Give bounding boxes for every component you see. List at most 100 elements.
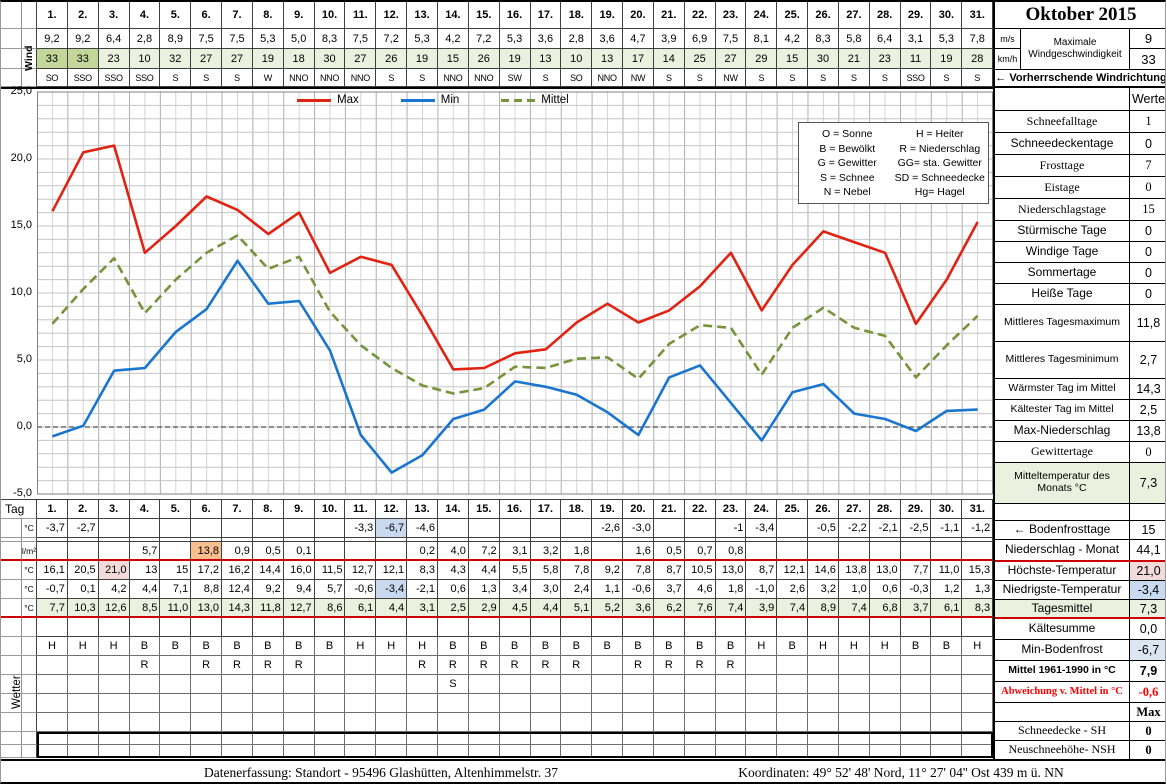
weather-cell[interactable]: R — [561, 656, 593, 675]
hoechste-cell[interactable]: 13,0 — [869, 561, 901, 580]
day-header-cell[interactable]: 17. — [530, 500, 562, 519]
wind-ms-cell[interactable]: 5,3 — [252, 29, 284, 49]
weather-cell[interactable] — [931, 694, 963, 713]
wind-dir-cell[interactable]: S — [407, 69, 438, 87]
weather-cell[interactable] — [345, 656, 377, 675]
weather-cell[interactable]: H — [67, 637, 99, 656]
weather-cell[interactable] — [715, 675, 747, 694]
hoechste-cell[interactable]: 12,1 — [376, 561, 408, 580]
tagesmittel-cell[interactable]: 6,2 — [653, 599, 685, 618]
stat-value[interactable] — [1129, 504, 1165, 520]
cell[interactable] — [222, 618, 253, 637]
weather-cell[interactable] — [468, 675, 500, 694]
weather-cell[interactable]: R — [252, 656, 284, 675]
wind-kmh-cell[interactable]: 25 — [684, 49, 716, 69]
weather-cell[interactable] — [407, 694, 438, 713]
tagesmittel-cell[interactable]: 4,4 — [530, 599, 562, 618]
day-header-cell[interactable]: 28. — [869, 500, 901, 519]
day-header-cell[interactable]: 24. — [746, 2, 778, 29]
weather-cell[interactable]: B — [900, 637, 932, 656]
weather-cell[interactable] — [160, 694, 192, 713]
weather-cell[interactable] — [777, 713, 809, 732]
weather-cell[interactable]: B — [715, 637, 747, 656]
cell[interactable] — [653, 618, 685, 637]
bodenfrost-cell[interactable]: -6,7 — [376, 519, 408, 538]
snow-cell[interactable] — [838, 745, 870, 758]
wind-ms-cell[interactable]: 7,5 — [345, 29, 377, 49]
day-header-cell[interactable]: 29. — [900, 2, 932, 29]
weather-cell[interactable]: R — [283, 656, 315, 675]
stat-value[interactable]: 44,1 — [1129, 540, 1165, 560]
weather-cell[interactable] — [222, 694, 253, 713]
wind-kmh-cell[interactable]: 19 — [252, 49, 284, 69]
snow-cell[interactable] — [715, 745, 747, 758]
day-header-cell[interactable]: 11. — [345, 2, 377, 29]
weather-cell[interactable] — [129, 713, 161, 732]
day-header-cell[interactable]: 5. — [160, 500, 192, 519]
weather-cell[interactable] — [653, 713, 685, 732]
niederschlag-cell[interactable] — [67, 542, 99, 561]
weather-cell[interactable] — [37, 694, 68, 713]
niedrigste-cell[interactable]: 9,4 — [283, 580, 315, 599]
weather-cell[interactable] — [777, 675, 809, 694]
weather-cell[interactable] — [160, 713, 192, 732]
cell[interactable] — [191, 538, 223, 542]
stat-value[interactable]: 0 — [1129, 133, 1165, 154]
weather-cell[interactable] — [191, 675, 223, 694]
wind-kmh-cell[interactable]: 23 — [869, 49, 901, 69]
weather-cell[interactable] — [468, 694, 500, 713]
wind-kmh-cell[interactable]: 29 — [746, 49, 778, 69]
snow-cell[interactable] — [561, 732, 593, 745]
bodenfrost-cell[interactable] — [530, 519, 562, 538]
weather-cell[interactable]: B — [777, 637, 809, 656]
tagesmittel-cell[interactable]: 3,1 — [407, 599, 438, 618]
tagesmittel-cell[interactable]: 11,8 — [252, 599, 284, 618]
weather-cell[interactable] — [900, 675, 932, 694]
day-header-cell[interactable]: 27. — [838, 2, 870, 29]
stat-value[interactable]: Werte — [1129, 88, 1165, 110]
hoechste-cell[interactable]: 16,0 — [283, 561, 315, 580]
hoechste-cell[interactable]: 14,4 — [252, 561, 284, 580]
weather-cell[interactable] — [129, 675, 161, 694]
wind-dir-cell[interactable]: S — [777, 69, 809, 87]
wind-ms-cell[interactable]: 5,3 — [407, 29, 438, 49]
cell[interactable] — [129, 538, 161, 542]
wind-kmh-cell[interactable]: 19 — [407, 49, 438, 69]
weather-cell[interactable] — [314, 694, 346, 713]
tagesmittel-cell[interactable]: 8,3 — [962, 599, 994, 618]
niedrigste-cell[interactable]: 1,2 — [931, 580, 963, 599]
niedrigste-cell[interactable]: 1,3 — [468, 580, 500, 599]
niedrigste-cell[interactable]: -3,4 — [376, 580, 408, 599]
weather-cell[interactable] — [376, 694, 408, 713]
weather-cell[interactable] — [37, 675, 68, 694]
snow-cell[interactable] — [129, 732, 161, 745]
bodenfrost-cell[interactable] — [437, 519, 469, 538]
stat-value[interactable]: -6,7 — [1129, 640, 1165, 660]
day-header-cell[interactable]: 14. — [437, 500, 469, 519]
hoechste-cell[interactable]: 15,3 — [962, 561, 994, 580]
niedrigste-cell[interactable]: 1,3 — [962, 580, 994, 599]
hoechste-cell[interactable]: 17,2 — [191, 561, 223, 580]
weather-cell[interactable] — [37, 656, 68, 675]
weather-cell[interactable]: R — [437, 656, 469, 675]
bodenfrost-cell[interactable] — [98, 519, 130, 538]
cell[interactable] — [67, 538, 99, 542]
snow-cell[interactable] — [468, 732, 500, 745]
snow-cell[interactable] — [900, 732, 932, 745]
day-header-cell[interactable]: 29. — [900, 500, 932, 519]
wind-dir-cell[interactable]: SSO — [98, 69, 130, 87]
cell[interactable] — [160, 538, 192, 542]
snow-cell[interactable] — [499, 745, 531, 758]
weather-cell[interactable] — [129, 694, 161, 713]
weather-cell[interactable] — [98, 656, 130, 675]
weather-cell[interactable]: B — [684, 637, 716, 656]
weather-cell[interactable]: R — [715, 656, 747, 675]
tagesmittel-cell[interactable]: 2,9 — [468, 599, 500, 618]
weather-cell[interactable] — [67, 694, 99, 713]
bodenfrost-cell[interactable]: -1,1 — [931, 519, 963, 538]
hoechste-cell[interactable]: 16,1 — [37, 561, 68, 580]
weather-cell[interactable]: R — [530, 656, 562, 675]
day-header-cell[interactable]: 25. — [777, 2, 809, 29]
weather-cell[interactable] — [283, 675, 315, 694]
weather-cell[interactable]: B — [468, 637, 500, 656]
